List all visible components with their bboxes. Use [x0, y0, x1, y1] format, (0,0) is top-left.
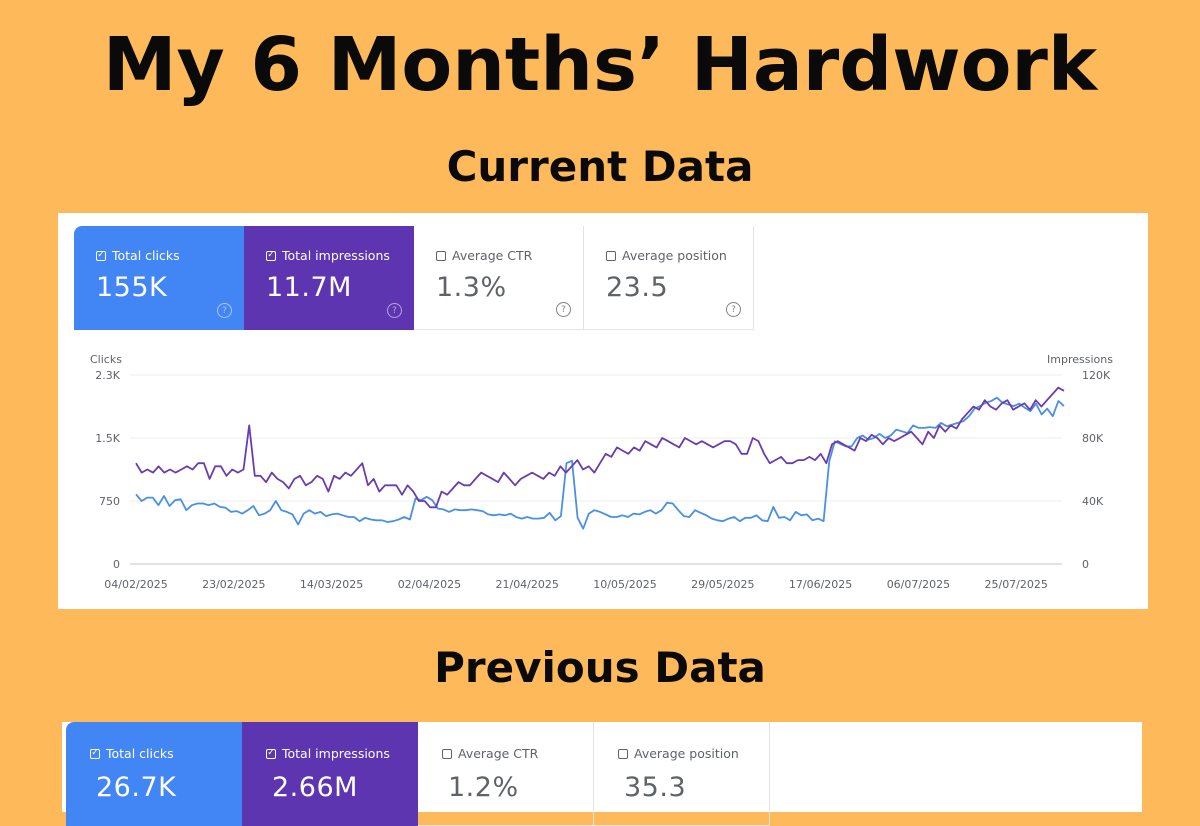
checkbox-checked-icon[interactable]: ✓ [90, 748, 100, 759]
current-section-title: Current Data [446, 142, 754, 191]
x-tick-label: 14/03/2025 [300, 578, 363, 591]
card-value: 155K [96, 272, 168, 303]
card-value: 1.3% [436, 272, 507, 303]
total-impressions-card[interactable]: ✓ Total impressions 11.7M ? [244, 226, 414, 330]
total-clicks-card[interactable]: ✓ Total clicks 155K ? [74, 226, 244, 330]
checkbox-checked-icon[interactable]: ✓ [266, 250, 276, 261]
total-impressions-card[interactable]: ✓ Total impressions 2.66M [242, 722, 418, 826]
y-tick-label-left: 2.3K [95, 369, 120, 382]
help-icon[interactable]: ? [726, 302, 741, 317]
x-tick-label: 06/07/2025 [887, 578, 950, 591]
x-tick-label: 02/04/2025 [398, 578, 461, 591]
card-label: Total clicks [112, 248, 180, 263]
y-axis-label-right: Impressions [1047, 353, 1113, 366]
x-tick-label: 23/02/2025 [202, 578, 265, 591]
y-axis-label-left: Clicks [90, 353, 122, 366]
clicks-impressions-chart: Clicks Impressions 0 750 1.5K 2.3K 0 40K 80K 1… [90, 353, 1113, 591]
card-label: Average CTR [458, 746, 539, 761]
card-value: 1.2% [448, 772, 519, 803]
previous-metric-cards: ✓ Total clicks 26.7K ✓ Total impressions 2… [66, 722, 1140, 826]
help-icon[interactable]: ? [387, 303, 402, 318]
y-tick-label-right: 80K [1082, 432, 1104, 445]
x-tick-label: 25/07/2025 [984, 578, 1047, 591]
current-report-panel: ✓ Total clicks 155K ? ✓ Total impressions … [58, 213, 1148, 609]
card-label: Total impressions [282, 248, 390, 263]
x-tick-label: 17/06/2025 [789, 578, 852, 591]
card-label: Average position [634, 746, 739, 761]
x-tick-label: 04/02/2025 [104, 578, 167, 591]
card-value: 35.3 [624, 772, 687, 803]
x-tick-label: 21/04/2025 [495, 578, 558, 591]
series-line-clicks [135, 396, 1065, 530]
x-tick-label: 10/05/2025 [593, 578, 656, 591]
help-icon[interactable]: ? [556, 302, 571, 317]
checkbox-unchecked-icon[interactable] [442, 748, 452, 759]
y-tick-label-left: 1.5K [95, 432, 120, 445]
average-ctr-card[interactable]: Average CTR 1.3% ? [414, 226, 584, 330]
y-tick-label-left: 750 [99, 495, 120, 508]
help-icon[interactable]: ? [217, 303, 232, 318]
checkbox-checked-icon[interactable]: ✓ [266, 748, 276, 759]
average-position-card[interactable]: Average position 23.5 ? [584, 226, 754, 330]
y-tick-label-left: 0 [113, 558, 120, 571]
total-clicks-card[interactable]: ✓ Total clicks 26.7K [66, 722, 242, 826]
average-position-card[interactable]: Average position 35.3 [594, 722, 770, 826]
previous-report-panel: ✓ Total clicks 26.7K ✓ Total impressions 2… [62, 722, 1142, 826]
card-value: 2.66M [272, 772, 358, 803]
card-value: 11.7M [266, 272, 352, 303]
average-ctr-card[interactable]: Average CTR 1.2% [418, 722, 594, 826]
card-value: 26.7K [96, 772, 177, 803]
x-tick-label: 29/05/2025 [691, 578, 754, 591]
checkbox-unchecked-icon[interactable] [436, 250, 446, 261]
page-title: My 6 Months’ Hardwork [102, 22, 1098, 108]
y-tick-label-right: 40K [1082, 495, 1104, 508]
current-metric-cards: ✓ Total clicks 155K ? ✓ Total impressions … [74, 226, 1128, 330]
card-label: Average position [622, 248, 727, 263]
series-line-impressions [135, 386, 1065, 509]
checkbox-unchecked-icon[interactable] [606, 250, 616, 261]
y-tick-label-right: 120K [1082, 369, 1111, 382]
card-value: 23.5 [606, 272, 669, 303]
checkbox-unchecked-icon[interactable] [618, 748, 628, 759]
card-label: Total impressions [282, 746, 390, 761]
y-tick-label-right: 0 [1082, 558, 1089, 571]
card-label: Total clicks [106, 746, 174, 761]
card-label: Average CTR [452, 248, 533, 263]
previous-section-title: Previous Data [434, 643, 766, 692]
checkbox-checked-icon[interactable]: ✓ [96, 250, 106, 261]
